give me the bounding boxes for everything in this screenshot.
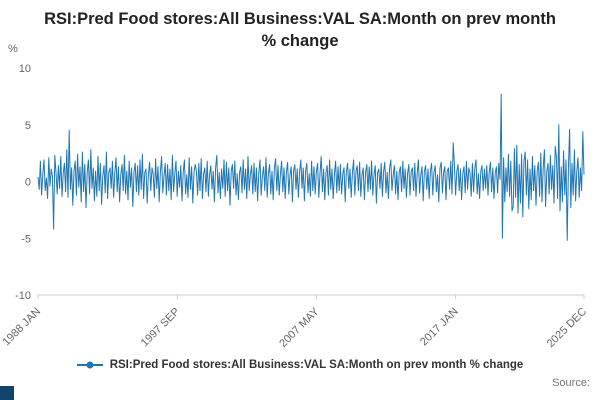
legend[interactable]: RSI:Pred Food stores:All Business:VAL SA… — [0, 359, 600, 371]
svg-text:-10: -10 — [15, 290, 31, 302]
source-label: Source: — [552, 377, 590, 389]
svg-text:1988 JAN: 1988 JAN — [0, 306, 43, 349]
ons-logo-square — [0, 386, 14, 400]
svg-text:2017 JAN: 2017 JAN — [418, 306, 461, 349]
svg-text:-5: -5 — [21, 233, 31, 245]
legend-label[interactable]: RSI:Pred Food stores:All Business:VAL SA… — [109, 359, 524, 371]
svg-text:5: 5 — [25, 120, 31, 132]
svg-text:2025 DEC: 2025 DEC — [545, 306, 589, 350]
svg-text:2007 MAY: 2007 MAY — [277, 305, 322, 350]
svg-text:1997 SEP: 1997 SEP — [139, 306, 183, 350]
chart-title: RSI:Pred Food stores:All Business:VAL SA… — [44, 10, 556, 51]
svg-text:0: 0 — [25, 177, 31, 189]
data-series-line — [37, 93, 585, 241]
legend-line-marker-icon — [76, 361, 103, 369]
svg-text:10: 10 — [19, 63, 31, 75]
